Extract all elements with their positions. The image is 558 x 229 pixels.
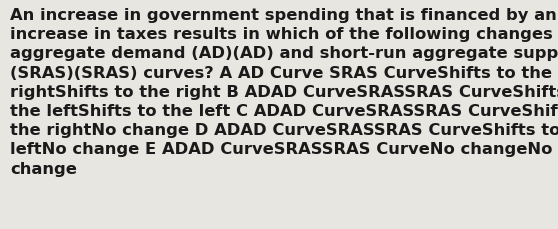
Text: An increase in government spending that is financed by an equal
increase in taxe: An increase in government spending that … — [10, 8, 558, 176]
